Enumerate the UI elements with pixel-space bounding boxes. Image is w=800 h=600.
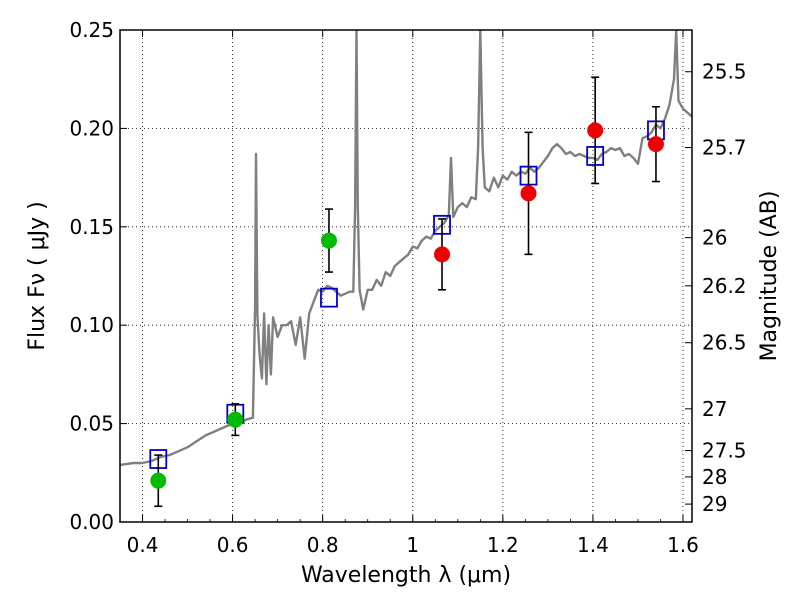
observed-nir-point — [587, 122, 604, 139]
y-tick-label: 0.10 — [69, 313, 114, 337]
mag-tick-label: 28 — [702, 465, 727, 489]
y-tick-label: 0.20 — [69, 116, 114, 140]
tick-marks — [119, 29, 692, 523]
y-tick-label: 0.25 — [69, 18, 114, 42]
observed-nir-point — [434, 246, 451, 263]
y-axis-label: Flux Fν ( μJy ) — [25, 201, 50, 350]
plot-background — [120, 30, 692, 522]
mag-tick-label: 27.5 — [702, 439, 747, 463]
series-layer — [120, 30, 692, 508]
mag-tick-label: 29 — [702, 492, 727, 516]
x-axis-label: Wavelength λ (μm) — [301, 563, 511, 588]
x-tick-label: 0.6 — [217, 533, 249, 557]
mag-tick-label: 27 — [702, 397, 727, 421]
mag-tick-label: 26.2 — [702, 274, 747, 298]
mag-tick-label: 26 — [702, 226, 727, 250]
observed-optical-point — [227, 411, 244, 428]
observed-optical-point — [320, 232, 337, 249]
x-tick-label: 0.4 — [127, 533, 159, 557]
mag-tick-label: 26.5 — [702, 331, 747, 355]
y-tick-label: 0.05 — [69, 412, 114, 436]
x-tick-label: 1 — [406, 533, 419, 557]
y-tick-label: 0.15 — [69, 215, 114, 239]
x-tick-label: 1.4 — [577, 533, 609, 557]
plot-frame — [119, 29, 693, 523]
x-tick-label: 1.6 — [667, 533, 699, 557]
model-photometry-square — [320, 287, 338, 308]
y2-axis-label: Magnitude (AB) — [757, 191, 782, 362]
observed-nir-point — [647, 136, 664, 153]
x-tick-label: 0.8 — [307, 533, 339, 557]
observed-optical-point — [150, 472, 167, 489]
x-tick-label: 1.2 — [487, 533, 519, 557]
observed-nir-point — [520, 185, 537, 202]
tick-labels: 0.4 0.6 0.8 1 1.2 1.4 1.6 0.00 0.05 0.10 0.15 0.20 0… — [69, 18, 746, 557]
mag-tick-label: 25.7 — [702, 135, 747, 159]
mag-tick-label: 25.5 — [702, 60, 747, 84]
y-tick-label: 0.00 — [69, 510, 114, 534]
